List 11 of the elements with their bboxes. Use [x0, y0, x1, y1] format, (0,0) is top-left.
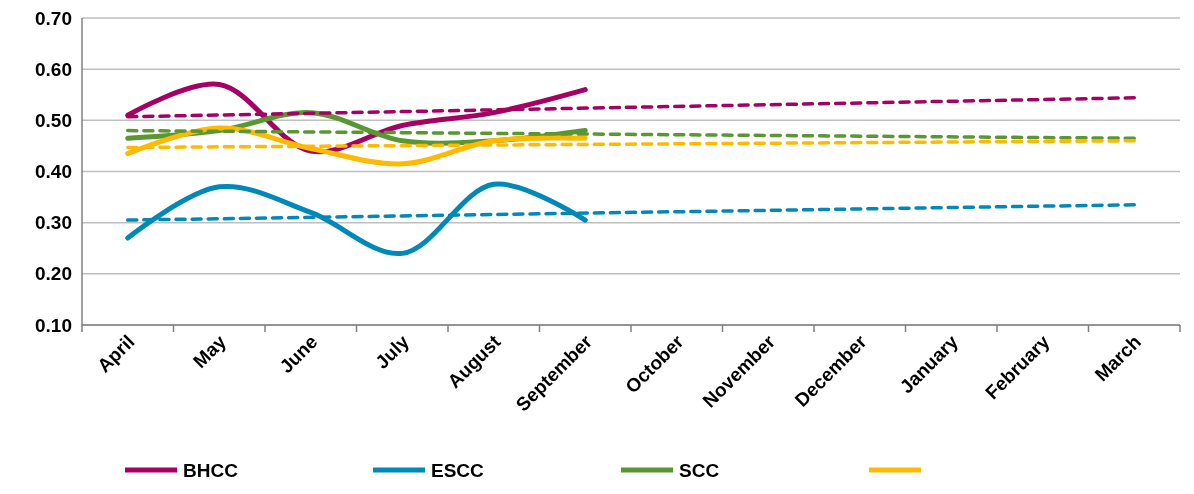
legend-label: BHCC [183, 459, 239, 481]
x-tick-label: May [189, 330, 231, 372]
y-tick-label: 0.40 [35, 161, 72, 183]
y-tick-label: 0.70 [35, 7, 72, 29]
y-tick-label: 0.30 [35, 212, 72, 234]
y-tick-label: 0.20 [35, 263, 72, 285]
y-tick-label: 0.50 [35, 109, 72, 131]
legend-label: ESCC [431, 459, 485, 481]
y-tick-label: 0.60 [35, 58, 72, 80]
y-tick-label: 0.10 [35, 314, 72, 336]
legend-label: SCC [679, 459, 720, 481]
